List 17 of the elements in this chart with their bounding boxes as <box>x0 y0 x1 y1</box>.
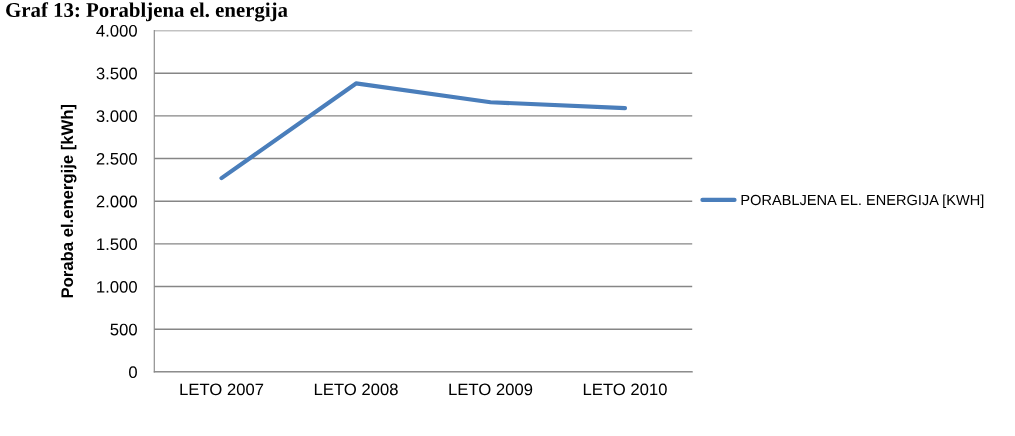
y-axis-title: Poraba el.energije [kWh] <box>60 104 77 298</box>
x-tick-label: LETO 2009 <box>449 383 533 396</box>
legend-label: PORABLJENA EL. ENERGIJA [KWH] <box>741 194 984 209</box>
x-tick-label: LETO 2010 <box>583 383 667 396</box>
y-tick-label: 1.500 <box>97 238 137 251</box>
y-tick-label: 500 <box>110 323 137 336</box>
y-tick-label: 2.500 <box>96 152 137 165</box>
y-tick-label: 3.500 <box>96 67 137 80</box>
line-series <box>219 81 628 181</box>
x-tick-label: LETO 2007 <box>180 383 264 396</box>
y-tick-label: 4.000 <box>96 24 137 37</box>
y-tick-label: 2.000 <box>96 195 137 208</box>
y-tick-label: 3.000 <box>96 110 137 123</box>
y-tick-label: 0 <box>129 366 137 379</box>
x-tick-label: LETO 2008 <box>314 383 398 396</box>
chart-title: Graf 13: Porabljena el. energija <box>6 2 288 22</box>
y-tick-label: 1.000 <box>97 280 137 293</box>
